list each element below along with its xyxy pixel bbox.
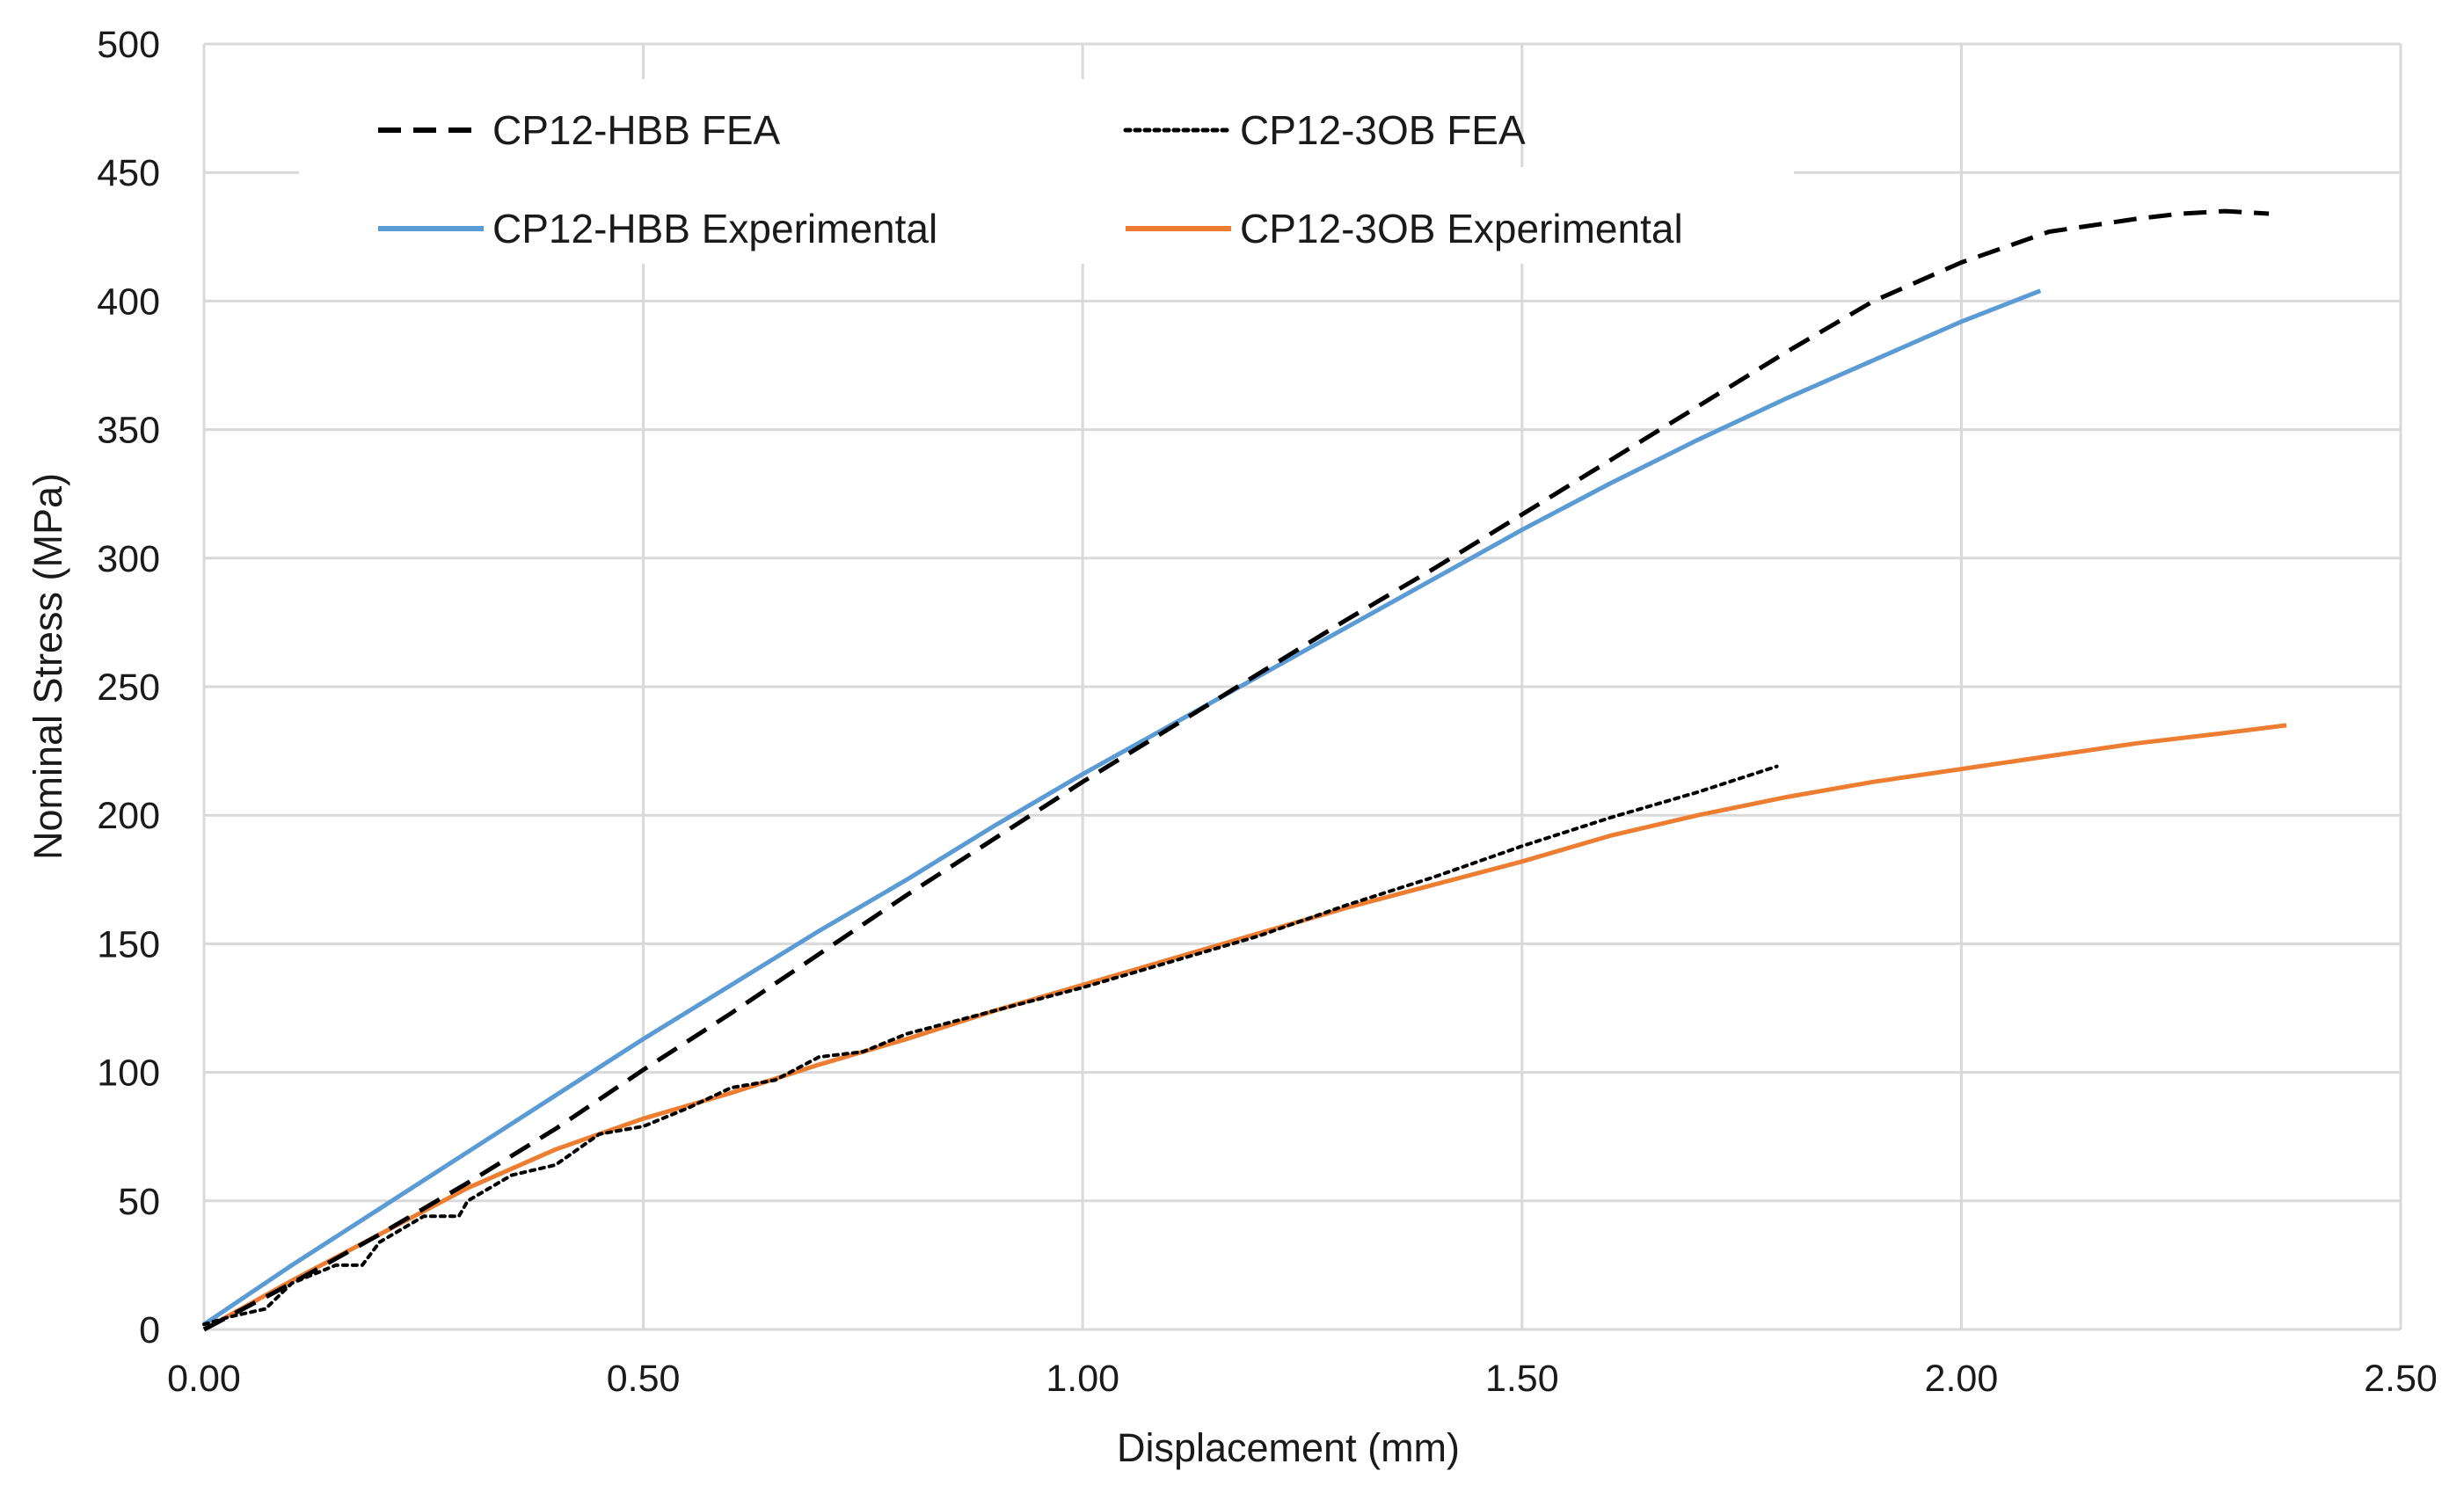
- y-tick-label: 300: [97, 538, 160, 580]
- y-tick-label: 150: [97, 923, 160, 965]
- legend-label: CP12-3OB Experimental: [1240, 206, 1683, 251]
- y-axis-title: Nominal Stress (MPa): [26, 473, 70, 860]
- x-tick-label: 2.00: [1925, 1358, 1999, 1400]
- legend-background: [299, 167, 1794, 264]
- y-tick-label: 200: [97, 795, 160, 837]
- legend-label: CP12-3OB FEA: [1240, 107, 1526, 153]
- series-line-cp12-3ob-fea: [202, 764, 1779, 1327]
- legend-label: CP12-HBB Experimental: [492, 206, 937, 251]
- legend: CP12-HBB FEA CP12-3OB FEA CP12-HBB Experim…: [299, 79, 1794, 264]
- legend-background: [299, 79, 1310, 167]
- x-tick-label: 0.50: [607, 1358, 681, 1400]
- x-tick-label: 2.50: [2364, 1358, 2438, 1400]
- x-axis-title: Displacement (mm): [1117, 1425, 1460, 1470]
- series-line-cp12-3ob-experimental: [202, 723, 2287, 1332]
- y-tick-label: 500: [97, 24, 160, 66]
- series-line-cp12-hbb-fea: [202, 208, 2270, 1332]
- tick-labels: 0 50 100 150 200 250 300 350 400 450 500 0.00 0.50 1.…: [97, 24, 2438, 1400]
- x-tick-label: 1.50: [1485, 1358, 1559, 1400]
- series-lines: [202, 208, 2287, 1332]
- y-tick-label: 400: [97, 280, 160, 323]
- legend-label: CP12-HBB FEA: [492, 107, 781, 153]
- series-line-cp12-hbb-experimental: [202, 288, 2042, 1327]
- x-tick-label: 1.00: [1046, 1358, 1119, 1400]
- y-tick-label: 100: [97, 1052, 160, 1095]
- y-tick-label: 250: [97, 666, 160, 709]
- x-tick-label: 0.00: [167, 1358, 241, 1400]
- y-tick-label: 0: [139, 1309, 160, 1351]
- y-tick-label: 450: [97, 152, 160, 194]
- y-tick-label: 50: [118, 1181, 160, 1223]
- y-tick-label: 350: [97, 410, 160, 452]
